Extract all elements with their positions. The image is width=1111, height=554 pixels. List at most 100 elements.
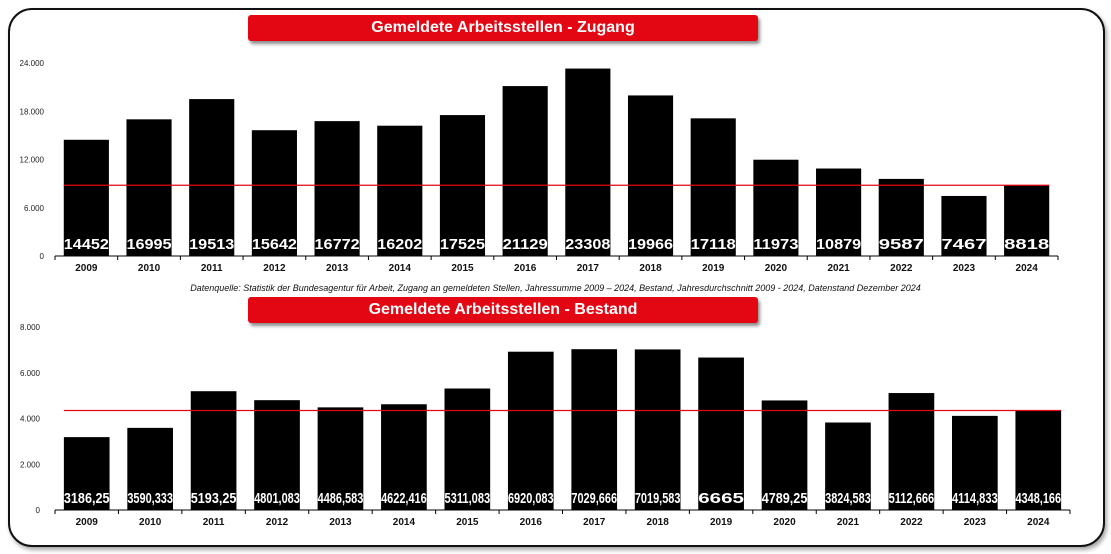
bar <box>377 125 423 256</box>
y-tick-label: 2.000 <box>20 460 41 469</box>
x-tick-label: 2011 <box>203 517 225 528</box>
x-tick-label: 2018 <box>647 517 670 528</box>
bar <box>952 415 998 510</box>
x-tick-label: 2014 <box>389 263 412 274</box>
x-tick-label: 2021 <box>837 517 860 528</box>
data-label: 4801,083 <box>254 490 300 507</box>
x-tick-label: 2024 <box>1016 263 1039 274</box>
data-label: 5112,666 <box>889 490 935 507</box>
x-tick-label: 2017 <box>583 517 606 528</box>
bar <box>1015 410 1062 510</box>
x-tick-label: 2023 <box>953 263 976 274</box>
bar <box>627 95 674 256</box>
chart-title-bestand: Gemeldete Arbeitsstellen - Bestand <box>248 297 758 323</box>
bar <box>189 99 235 256</box>
x-tick-label: 2009 <box>76 517 99 528</box>
y-tick-label: 24.000 <box>20 59 45 68</box>
data-label: 11973 <box>753 236 798 253</box>
bar <box>698 357 744 510</box>
bar <box>444 388 491 510</box>
data-label: 4348,166 <box>1015 490 1061 507</box>
y-tick-label: 6.000 <box>20 369 41 378</box>
bar <box>63 437 110 510</box>
data-label: 16202 <box>377 236 422 253</box>
data-label: 23308 <box>565 236 610 253</box>
bar <box>317 407 364 510</box>
bar <box>507 351 554 510</box>
x-tick-label: 2022 <box>890 263 913 274</box>
bar <box>127 427 173 510</box>
data-label: 3186,25 <box>64 490 110 507</box>
x-tick-label: 2020 <box>765 263 788 274</box>
data-label: 17525 <box>440 236 485 253</box>
x-tick-label: 2012 <box>263 263 286 274</box>
data-label: 19966 <box>628 236 673 253</box>
data-label: 17118 <box>691 236 736 253</box>
x-tick-label: 2009 <box>75 263 98 274</box>
x-tick-label: 2023 <box>964 517 987 528</box>
x-tick-label: 2010 <box>138 263 161 274</box>
x-tick-label: 2020 <box>773 517 796 528</box>
bar <box>941 195 987 256</box>
data-label: 3590,333 <box>127 490 173 507</box>
bar <box>502 86 548 257</box>
bar <box>690 118 736 257</box>
bar <box>251 130 297 256</box>
data-label: 15642 <box>252 236 297 253</box>
data-label: 4789,25 <box>762 490 808 507</box>
data-label: 4486,583 <box>318 490 364 507</box>
bar <box>571 349 618 510</box>
y-tick-label: 0 <box>36 506 41 515</box>
bar <box>314 121 360 256</box>
data-label: 7029,666 <box>571 490 617 507</box>
x-tick-label: 2010 <box>139 517 162 528</box>
y-tick-label: 4.000 <box>20 415 41 424</box>
bar <box>634 349 681 510</box>
data-label: 5311,083 <box>445 490 491 507</box>
x-tick-label: 2022 <box>900 517 923 528</box>
bar <box>381 404 427 510</box>
x-tick-label: 2015 <box>456 517 479 528</box>
x-tick-label: 2017 <box>577 263 600 274</box>
data-label: 8818 <box>1004 236 1049 253</box>
x-tick-label: 2014 <box>393 517 416 528</box>
x-tick-label: 2018 <box>639 263 662 274</box>
data-label: 16772 <box>315 236 360 253</box>
bar <box>878 178 924 256</box>
chart-title-zugang: Gemeldete Arbeitsstellen - Zugang <box>248 15 758 41</box>
x-tick-label: 2013 <box>326 263 349 274</box>
y-tick-label: 8.000 <box>20 323 41 332</box>
data-label: 7467 <box>941 236 986 253</box>
bar <box>888 393 935 510</box>
bar <box>126 119 172 256</box>
x-tick-label: 2013 <box>329 517 352 528</box>
data-label: 21129 <box>503 236 548 253</box>
data-label: 14452 <box>64 236 109 253</box>
x-tick-label: 2019 <box>702 263 725 274</box>
data-label: 16995 <box>126 236 171 253</box>
bar <box>565 68 611 256</box>
x-tick-label: 2012 <box>266 517 289 528</box>
x-tick-label: 2016 <box>520 517 543 528</box>
bar <box>761 400 808 510</box>
y-tick-label: 12.000 <box>20 156 45 165</box>
data-label: 9587 <box>879 236 924 253</box>
x-tick-label: 2021 <box>827 263 850 274</box>
x-tick-label: 2016 <box>514 263 537 274</box>
data-label: 19513 <box>189 236 234 253</box>
data-label: 4622,416 <box>381 490 427 507</box>
x-tick-label: 2024 <box>1027 517 1050 528</box>
data-label: 7019,583 <box>635 490 681 507</box>
data-label: 4114,833 <box>952 490 998 507</box>
data-label: 6665 <box>698 490 744 507</box>
y-tick-label: 18.000 <box>20 107 45 116</box>
y-tick-label: 0 <box>40 252 45 261</box>
data-label: 5193,25 <box>191 490 237 507</box>
y-tick-label: 6.000 <box>24 204 45 213</box>
bar <box>816 168 862 256</box>
data-label: 3824,583 <box>825 490 871 507</box>
bar <box>1004 185 1050 256</box>
bar <box>753 159 799 256</box>
x-tick-label: 2015 <box>451 263 474 274</box>
